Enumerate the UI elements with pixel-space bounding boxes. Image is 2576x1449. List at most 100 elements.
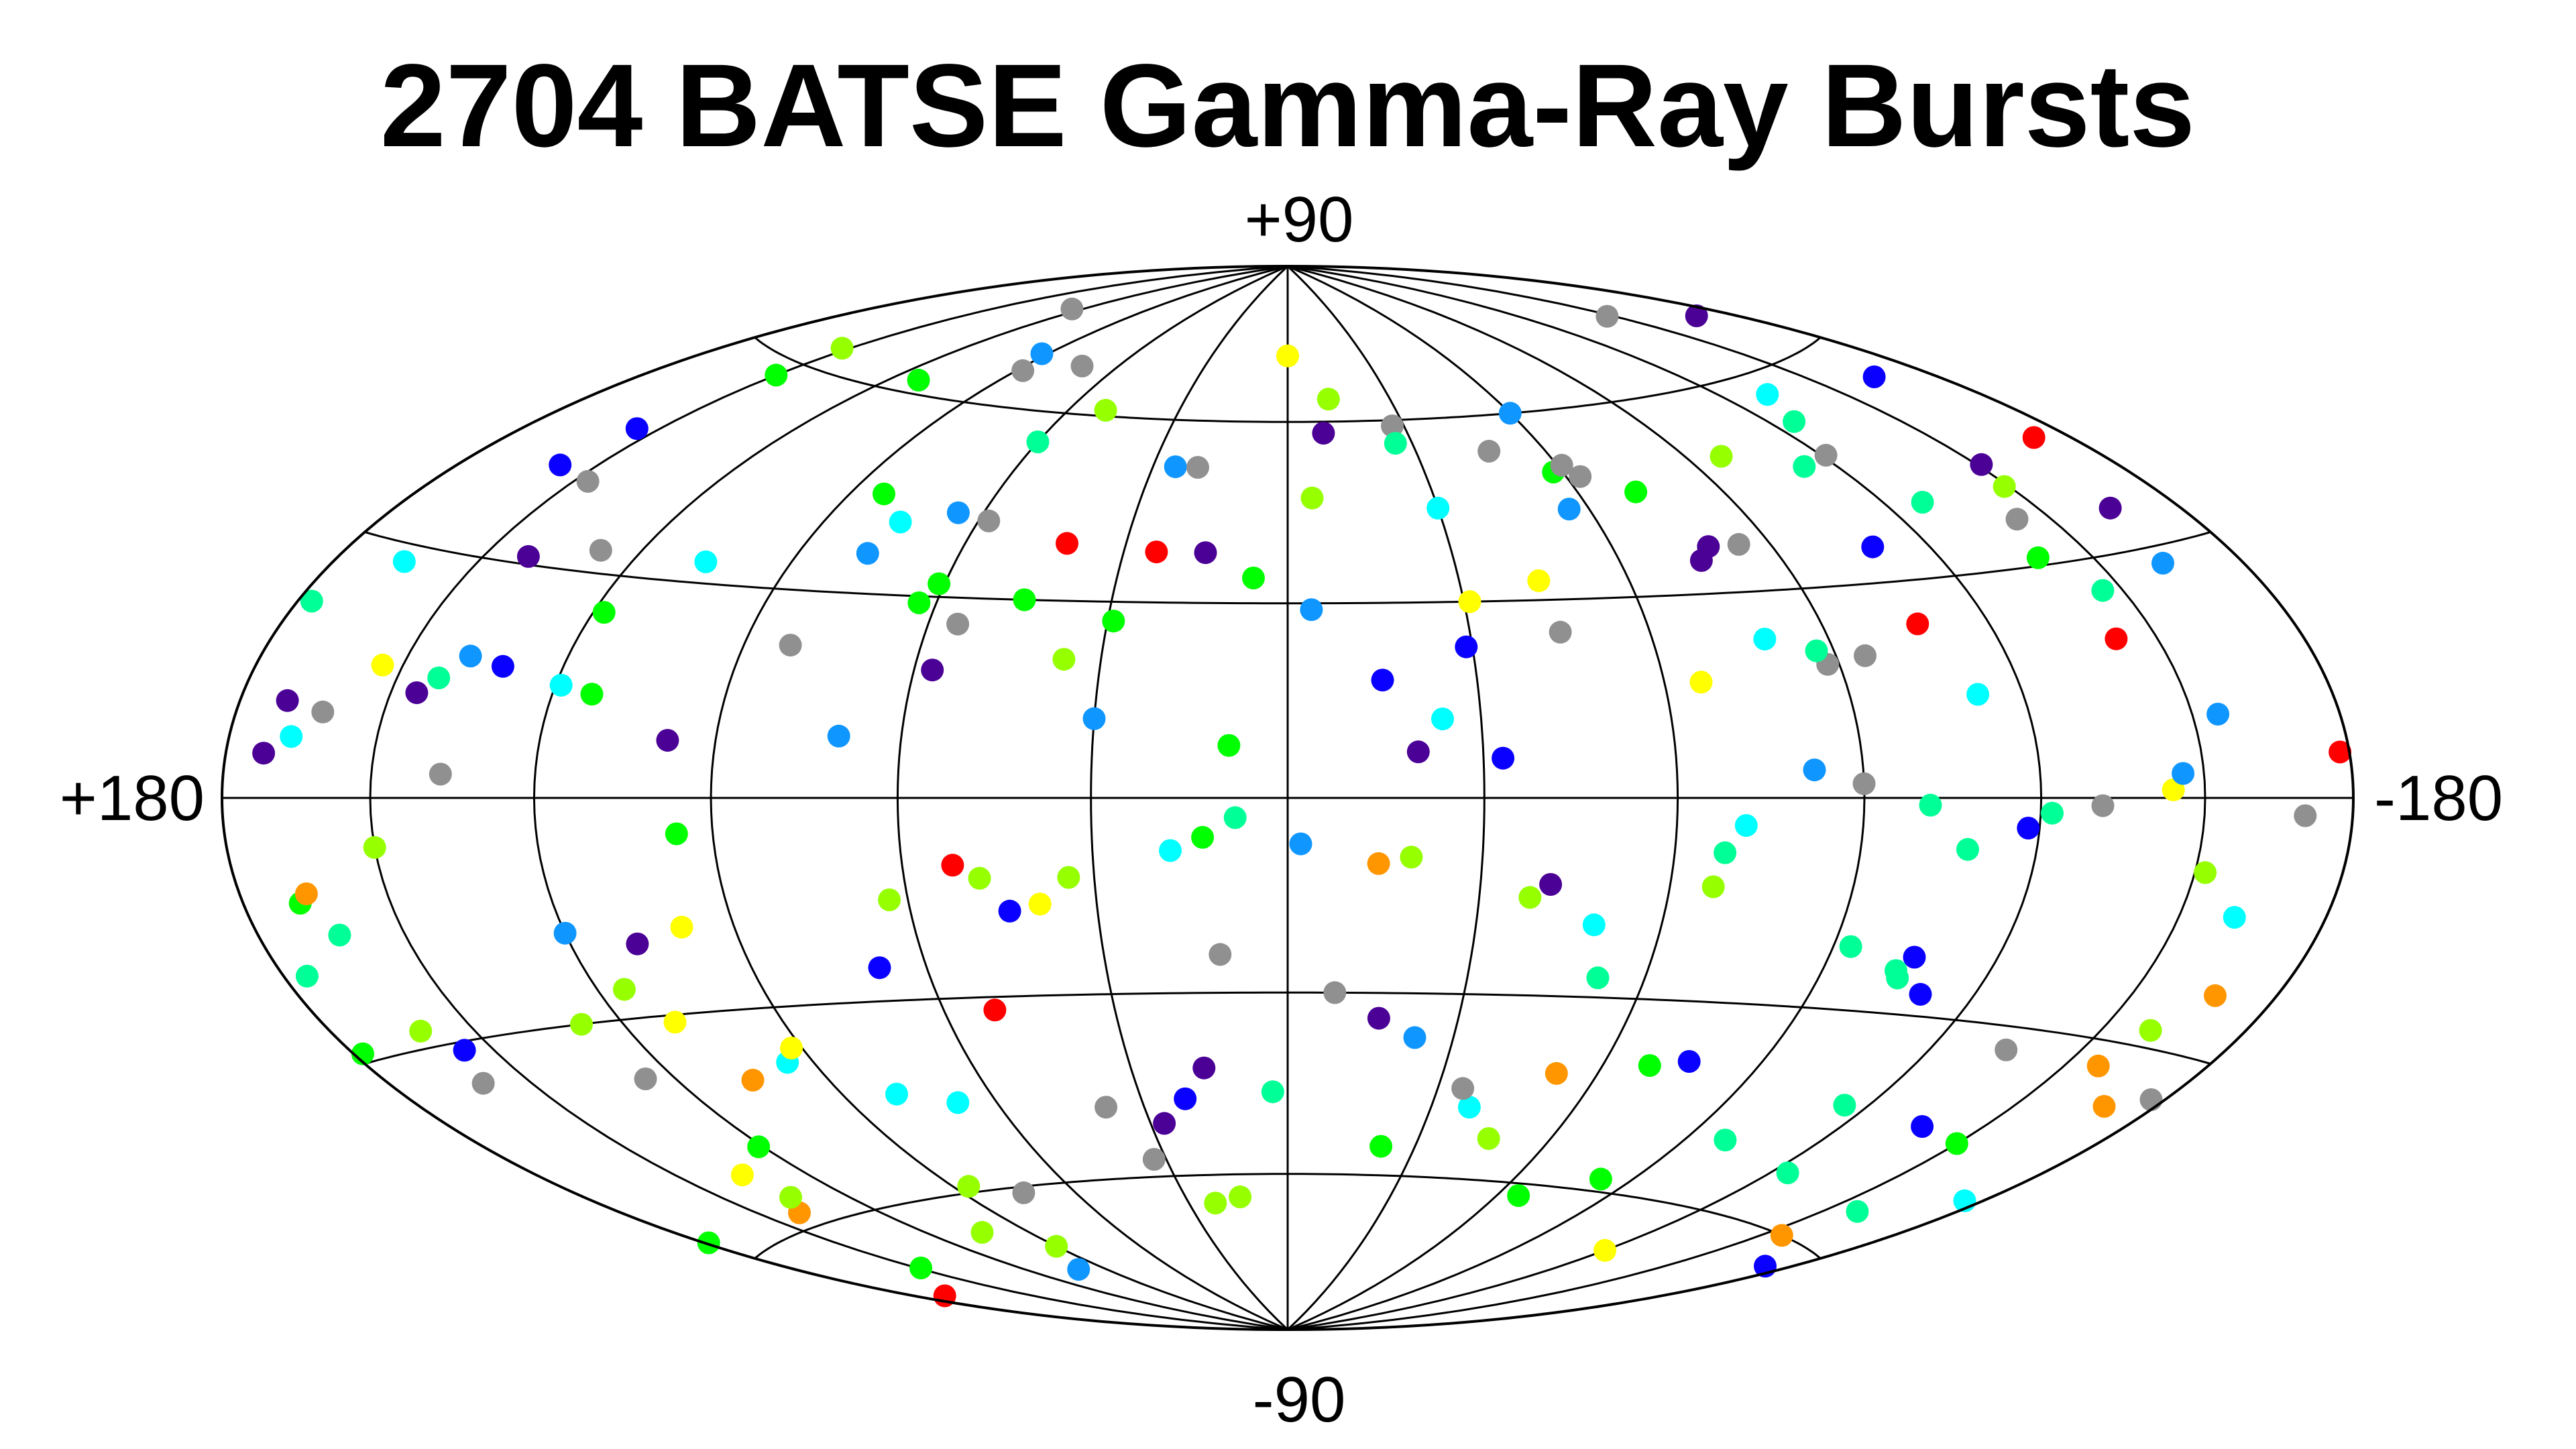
- burst-point: [1384, 432, 1407, 455]
- burst-point: [1403, 1026, 1426, 1049]
- burst-point: [1192, 1056, 1216, 1080]
- burst-point: [1204, 1192, 1227, 1215]
- burst-point: [1300, 598, 1323, 622]
- burst-point: [1498, 402, 1522, 425]
- tick-label-right: -180: [2374, 762, 2503, 834]
- burst-point: [1030, 342, 1054, 365]
- burst-point: [363, 835, 386, 859]
- burst-point: [1426, 496, 1450, 520]
- burst-point: [1242, 567, 1265, 589]
- burst-point: [1945, 1132, 1968, 1155]
- burst-point: [873, 482, 895, 506]
- burst-point: [2091, 794, 2115, 817]
- burst-point: [570, 1012, 593, 1036]
- burst-point: [1186, 456, 1209, 479]
- burst-point: [1589, 1167, 1612, 1191]
- burst-point: [2098, 496, 2122, 520]
- burst-point: [1289, 832, 1312, 856]
- burst-point: [1593, 1238, 1617, 1262]
- burst-point: [2017, 817, 2040, 839]
- burst-point: [907, 591, 931, 614]
- burst-point: [453, 1039, 476, 1062]
- burst-point: [830, 337, 854, 360]
- burst-point: [1492, 746, 1515, 770]
- burst-point: [1052, 648, 1076, 671]
- burst-point: [1159, 839, 1182, 862]
- burst-point: [1714, 841, 1737, 864]
- burst-point: [2022, 426, 2046, 449]
- burst-point: [1833, 1094, 1856, 1117]
- burst-point: [1803, 758, 1826, 782]
- burst-point: [1367, 1006, 1390, 1030]
- burst-point: [1545, 1061, 1568, 1085]
- burst-point: [1714, 1128, 1737, 1152]
- burst-point: [957, 1175, 981, 1198]
- burst-point: [1956, 837, 1979, 861]
- burst-point: [549, 673, 573, 697]
- burst-point: [968, 866, 991, 890]
- burst-point: [1026, 430, 1050, 453]
- burst-point: [665, 822, 688, 846]
- burst-point: [889, 510, 912, 534]
- burst-point: [2139, 1019, 2162, 1042]
- burst-point: [625, 417, 649, 441]
- sky-outline: [221, 265, 2355, 1331]
- burst-point: [670, 915, 693, 939]
- burst-point: [779, 1185, 802, 1209]
- burst-point: [2105, 627, 2128, 650]
- burst-point: [1261, 1080, 1284, 1104]
- burst-point: [1451, 1077, 1475, 1100]
- burst-point: [946, 612, 970, 636]
- burst-point: [1710, 445, 1733, 468]
- burst-point: [1507, 1184, 1530, 1208]
- burst-point: [1217, 734, 1241, 757]
- burst-point: [1919, 793, 1942, 817]
- burst-point: [576, 469, 600, 493]
- burst-point: [907, 368, 930, 392]
- burst-point: [2092, 1095, 2116, 1118]
- burst-point: [970, 1220, 994, 1244]
- burst-point: [300, 589, 323, 613]
- burst-point: [741, 1068, 765, 1092]
- burst-point: [1367, 852, 1390, 875]
- burst-point: [1067, 1258, 1090, 1281]
- burst-point: [2026, 546, 2050, 569]
- burst-point: [1477, 439, 1501, 463]
- burst-point: [885, 1082, 908, 1106]
- burst-point: [427, 666, 451, 689]
- burst-point: [1057, 866, 1080, 889]
- burst-points: [252, 297, 2352, 1308]
- burst-point: [1753, 628, 1777, 651]
- burst-point: [2294, 804, 2317, 827]
- burst-point: [1776, 1161, 1799, 1185]
- burst-point: [491, 654, 514, 678]
- burst-point: [2204, 984, 2227, 1007]
- burst-point: [928, 572, 951, 595]
- burst-point: [946, 1091, 970, 1114]
- burst-point: [371, 653, 394, 677]
- burst-point: [730, 1163, 754, 1187]
- burst-point: [856, 542, 879, 565]
- burst-point: [1861, 535, 1885, 559]
- burst-point: [2041, 801, 2064, 825]
- burst-point: [1458, 590, 1481, 614]
- burst-point: [1455, 635, 1478, 658]
- burst-point: [405, 681, 429, 705]
- burst-point: [2005, 508, 2029, 531]
- chart-title: 2704 BATSE Gamma-Ray Bursts: [380, 40, 2195, 172]
- burst-point: [1557, 498, 1581, 521]
- burst-point: [1911, 491, 1934, 514]
- burst-point: [1194, 541, 1217, 565]
- burst-point: [1142, 1148, 1166, 1171]
- burst-point: [2206, 703, 2230, 726]
- tick-label-bottom: -90: [1253, 1364, 1346, 1436]
- burst-point: [459, 644, 482, 668]
- burst-point: [1518, 886, 1542, 909]
- burst-point: [1539, 873, 1563, 896]
- meridian-line: [1287, 265, 2043, 1331]
- burst-point: [1082, 707, 1106, 730]
- burst-point: [1756, 383, 1779, 406]
- burst-point: [294, 882, 318, 905]
- burst-point: [1595, 304, 1619, 328]
